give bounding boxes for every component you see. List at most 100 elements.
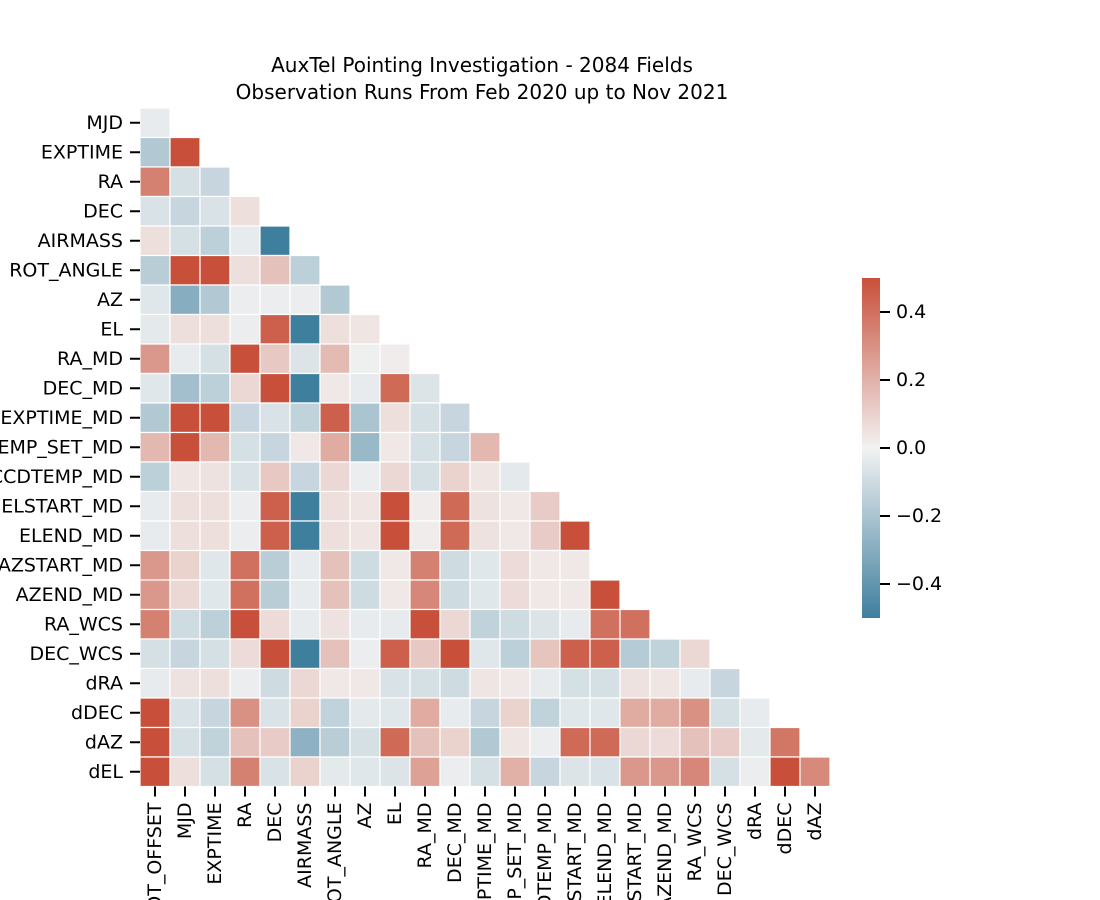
heatmap-cell [379, 431, 411, 463]
heatmap-cell [649, 667, 681, 699]
heatmap-cell [589, 638, 621, 670]
heatmap-cell [679, 667, 711, 699]
heatmap-cell [139, 254, 171, 286]
heatmap-cell [199, 284, 231, 316]
heatmap-cell [529, 579, 561, 611]
heatmap-cell [199, 402, 231, 434]
heatmap-cell [499, 461, 531, 493]
heatmap-cell [289, 343, 321, 375]
heatmap-cell [559, 697, 591, 729]
heatmap-cell [499, 490, 531, 522]
heatmap-cell [319, 343, 351, 375]
heatmap-cell [199, 343, 231, 375]
heatmap-cell [529, 756, 561, 788]
heatmap-cell [409, 667, 441, 699]
heatmap-cell [379, 461, 411, 493]
heatmap-cells [139, 107, 831, 788]
heatmap-cell [349, 579, 381, 611]
heatmap-cell [169, 136, 201, 168]
heatmap-cell [169, 343, 201, 375]
y-tick-label: ROT_ANGLE [9, 259, 123, 281]
heatmap-cell [349, 756, 381, 788]
heatmap-cell [409, 402, 441, 434]
heatmap-cell [139, 638, 171, 670]
heatmap-cell [229, 697, 261, 729]
heatmap-cell [439, 549, 471, 581]
heatmap-cell [229, 461, 261, 493]
heatmap-cell [139, 549, 171, 581]
heatmap-cell [379, 343, 411, 375]
heatmap-cell [529, 608, 561, 640]
heatmap-cell [289, 638, 321, 670]
x-tick-label: AIRMASS [294, 803, 316, 888]
x-tick-label: RA_MD [414, 803, 436, 869]
heatmap-cell [229, 520, 261, 552]
heatmap-cell [319, 608, 351, 640]
heatmap-cell [169, 520, 201, 552]
heatmap-cell [289, 313, 321, 345]
heatmap-cell [529, 520, 561, 552]
heatmap-cell [409, 579, 441, 611]
heatmap-cell [469, 756, 501, 788]
heatmap-cell [349, 372, 381, 404]
x-tick-label: AZ [354, 803, 376, 829]
heatmap-cell [319, 490, 351, 522]
heatmap-cell [259, 461, 291, 493]
heatmap-cell [169, 313, 201, 345]
heatmap-cell [259, 697, 291, 729]
x-tick-label: RA_WCS [684, 803, 706, 882]
heatmap-cell [199, 756, 231, 788]
heatmap-cell [559, 549, 591, 581]
heatmap-cell [289, 520, 321, 552]
heatmap-cell [169, 490, 201, 522]
heatmap-cell [349, 697, 381, 729]
heatmap-cell [619, 756, 651, 788]
heatmap-cell [199, 195, 231, 227]
heatmap-cell [229, 549, 261, 581]
heatmap-cell [439, 490, 471, 522]
heatmap-cell [499, 579, 531, 611]
heatmap-cell [349, 461, 381, 493]
heatmap-cell [259, 520, 291, 552]
heatmap-cell [529, 490, 561, 522]
heatmap-cell [319, 756, 351, 788]
heatmap-cell [289, 254, 321, 286]
colorbar-tick-label: 0.0 [896, 437, 926, 459]
x-tick-label: EL [384, 802, 406, 825]
heatmap-cell [409, 520, 441, 552]
heatmap-cell [139, 726, 171, 758]
heatmap-cell [409, 431, 441, 463]
heatmap-cell [379, 520, 411, 552]
heatmap-cell [349, 431, 381, 463]
y-tick-label: dAZ [85, 731, 123, 753]
colorbar: 0.4 0.2 0.0 −0.2 −0.4 [862, 278, 942, 618]
chart-subtitle: Observation Runs From Feb 2020 up to Nov… [235, 80, 729, 104]
heatmap-cell [319, 697, 351, 729]
heatmap-cell [649, 756, 681, 788]
y-tick-label: MJD [86, 112, 123, 134]
heatmap-cell [409, 372, 441, 404]
heatmap-cell [259, 667, 291, 699]
y-tick-labels: MJD EXPTIME RA DEC AIRMASS ROT_ANGLE AZ EL RA_MD… [0, 112, 140, 783]
chart-title: AuxTel Pointing Investigation - 2084 Fie… [271, 53, 693, 77]
heatmap-cell [589, 608, 621, 640]
heatmap-cell [199, 461, 231, 493]
heatmap-cell [439, 461, 471, 493]
x-tick-label: CCDTEMP_MD [534, 803, 556, 900]
heatmap-cell [349, 490, 381, 522]
heatmap-cell [319, 638, 351, 670]
x-tick-label: DEC_WCS [714, 803, 736, 897]
heatmap-cell [259, 579, 291, 611]
x-tick-label: ELSTART_MD [564, 803, 586, 900]
heatmap-cell [169, 579, 201, 611]
heatmap-cell [229, 284, 261, 316]
heatmap-cell [499, 697, 531, 729]
x-tick-label: dDEC [774, 803, 796, 855]
heatmap-cell [439, 402, 471, 434]
y-tick-label: DEC_MD [43, 377, 123, 399]
y-tick-label: CCDTEMP_MD [0, 466, 123, 488]
y-tick-label: AIRMASS [38, 230, 123, 252]
heatmap-cell [409, 549, 441, 581]
heatmap-cell [169, 461, 201, 493]
heatmap-cell [649, 697, 681, 729]
